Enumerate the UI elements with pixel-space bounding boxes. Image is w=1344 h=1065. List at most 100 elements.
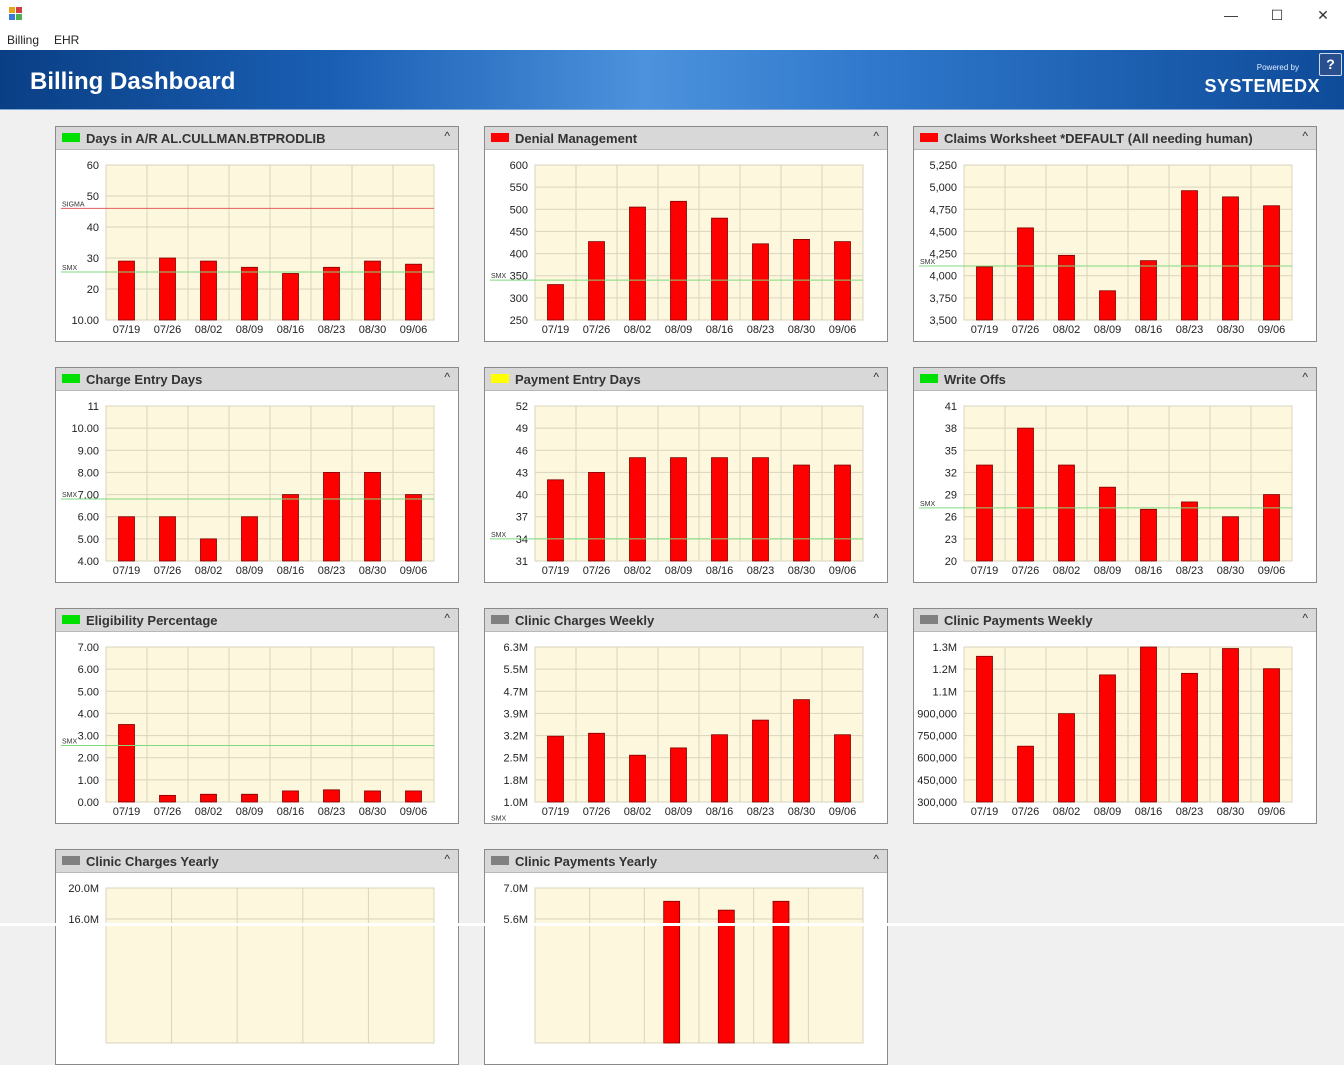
bar: [1058, 464, 1075, 562]
y-tick-label: 6.3M: [504, 642, 528, 654]
panel-title: Charge Entry Days: [86, 372, 203, 387]
bar: [1222, 196, 1239, 321]
bar-chart: 300,000 450,000 600,000 750,000 900,000 1.1M 1…: [917, 642, 1293, 818]
menu-billing[interactable]: Billing: [7, 33, 40, 47]
collapse-button[interactable]: ^: [873, 611, 879, 625]
collapse-button[interactable]: ^: [444, 370, 450, 384]
panel-title: Claims Worksheet *DEFAULT (All needing h…: [944, 131, 1253, 146]
maximize-button[interactable]: ☐: [1270, 6, 1284, 23]
status-indicator: [491, 374, 509, 383]
y-tick-label: 37: [516, 512, 528, 524]
bar: [118, 516, 135, 562]
bar: [976, 464, 993, 562]
x-tick-label: 08/23: [318, 806, 346, 818]
y-tick-label: 49: [516, 423, 528, 435]
x-tick-label: 07/26: [583, 565, 611, 577]
bar: [282, 790, 299, 803]
x-tick-label: 08/30: [1217, 324, 1245, 336]
y-tick-label: 4.7M: [504, 686, 528, 698]
x-tick-label: 07/19: [542, 806, 570, 818]
help-button[interactable]: ?: [1319, 53, 1342, 76]
close-button[interactable]: ✕: [1317, 6, 1329, 23]
bar-chart: 31 34 37 40 43 46 49 52 07/19 07/26 08/02 08/09 08/1…: [490, 401, 864, 577]
collapse-button[interactable]: ^: [873, 129, 879, 143]
bar: [793, 464, 810, 562]
x-tick-label: 09/06: [400, 806, 428, 818]
bar: [670, 747, 687, 803]
collapse-button[interactable]: ^: [1302, 611, 1308, 625]
x-tick-label: 08/09: [1094, 565, 1122, 577]
bar: [1099, 674, 1116, 803]
y-tick-label: 300,000: [917, 797, 957, 809]
collapse-button[interactable]: ^: [444, 852, 450, 866]
reference-line-label: SIGMA: [62, 201, 85, 208]
x-tick-label: 07/19: [971, 806, 999, 818]
bar: [323, 266, 340, 321]
collapse-button[interactable]: ^: [873, 370, 879, 384]
bar: [1017, 745, 1034, 803]
x-tick-label: 08/30: [1217, 565, 1245, 577]
bar: [364, 260, 381, 321]
y-tick-label: 32: [945, 467, 957, 479]
x-tick-label: 08/09: [1094, 806, 1122, 818]
bar: [1140, 508, 1157, 562]
collapse-button[interactable]: ^: [1302, 129, 1308, 143]
y-tick-label: 5.00: [78, 686, 99, 698]
x-tick-label: 07/26: [154, 806, 182, 818]
bar-chart: 250 300 350 400 450 500 550 600 07/19 07/26 08/02 0…: [490, 160, 864, 336]
x-tick-label: 09/06: [1258, 806, 1286, 818]
bar: [1017, 227, 1034, 321]
x-tick-label: 08/23: [747, 565, 775, 577]
collapse-button[interactable]: ^: [873, 852, 879, 866]
x-tick-label: 08/09: [665, 806, 693, 818]
panel-title: Clinic Payments Yearly: [515, 854, 658, 869]
x-tick-label: 07/19: [971, 324, 999, 336]
x-tick-label: 07/26: [154, 324, 182, 336]
bar: [752, 719, 769, 803]
collapse-button[interactable]: ^: [444, 129, 450, 143]
x-tick-label: 07/19: [113, 806, 141, 818]
bar: [752, 457, 769, 562]
x-tick-label: 08/16: [706, 806, 734, 818]
y-tick-label: 300: [510, 293, 528, 305]
y-tick-label: 2.00: [78, 753, 99, 765]
dashboard-panel: Clinic Payments Weekly ^ 300,000 450,000 600…: [913, 608, 1317, 824]
panel-header: Write Offs ^: [914, 368, 1316, 391]
y-tick-label: 34: [516, 534, 528, 546]
x-tick-label: 08/02: [624, 324, 652, 336]
bar-chart: 5.6M7.0M: [504, 883, 864, 1044]
bar: [364, 790, 381, 803]
y-tick-label: 46: [516, 445, 528, 457]
x-tick-label: 07/19: [971, 565, 999, 577]
x-tick-label: 08/09: [236, 806, 264, 818]
bar: [1140, 646, 1157, 803]
panel-header: Days in A/R AL.CULLMAN.BTPRODLIB ^: [56, 127, 458, 150]
x-tick-label: 08/02: [195, 806, 223, 818]
y-tick-label: 4,500: [929, 226, 957, 238]
x-tick-label: 09/06: [829, 565, 857, 577]
menu-ehr[interactable]: EHR: [54, 33, 80, 47]
x-tick-label: 07/19: [113, 565, 141, 577]
bar: [405, 790, 422, 803]
y-tick-label: 0.00: [78, 797, 99, 809]
x-tick-label: 08/30: [359, 565, 387, 577]
y-tick-label: 10.00: [71, 423, 99, 435]
y-tick-label: 5,000: [929, 182, 957, 194]
y-tick-label: 40: [87, 222, 99, 234]
y-tick-label: 7.0M: [504, 883, 528, 895]
dashboard-panel: Denial Management ^ 250 300 350 400 450 500 550 6…: [484, 126, 888, 342]
bar: [629, 206, 646, 321]
bar: [159, 516, 176, 562]
minimize-button[interactable]: —: [1224, 7, 1238, 23]
bar-chart: 3,500 3,750 4,000 4,250 4,500 4,750 5,000 5,250…: [919, 160, 1293, 336]
collapse-button[interactable]: ^: [444, 611, 450, 625]
y-tick-label: 1.00: [78, 775, 99, 787]
x-tick-label: 08/30: [1217, 806, 1245, 818]
x-tick-label: 07/26: [1012, 324, 1040, 336]
bar: [323, 789, 340, 803]
collapse-button[interactable]: ^: [1302, 370, 1308, 384]
y-tick-label: 20: [87, 284, 99, 296]
panel-title: Denial Management: [515, 131, 638, 146]
panel-title: Clinic Charges Weekly: [515, 613, 655, 628]
